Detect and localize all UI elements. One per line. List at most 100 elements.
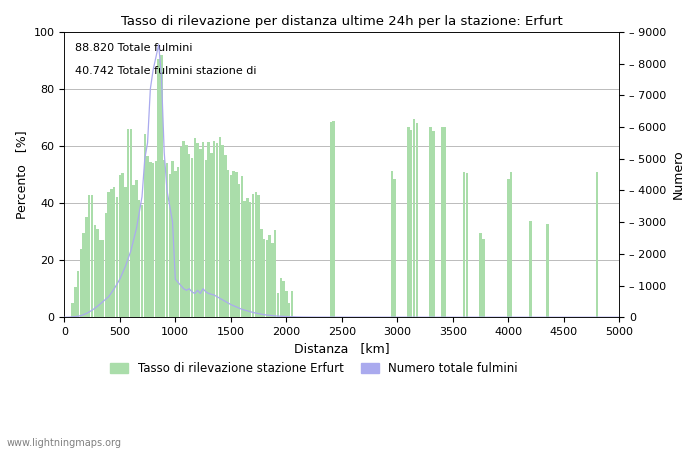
Bar [466, 173, 468, 317]
Bar [196, 143, 199, 317]
Bar [227, 170, 230, 317]
Bar [285, 291, 288, 317]
Bar [186, 145, 188, 317]
Bar [433, 131, 435, 317]
Bar [166, 163, 168, 317]
Bar [204, 160, 207, 317]
Bar [80, 249, 82, 317]
Bar [391, 171, 393, 317]
Bar [88, 194, 90, 317]
Bar [407, 127, 410, 317]
Bar [94, 225, 96, 317]
Bar [105, 213, 107, 317]
Bar [158, 59, 160, 317]
Bar [172, 161, 174, 317]
Bar [272, 243, 274, 317]
Bar [416, 123, 418, 317]
Bar [144, 134, 146, 317]
Bar [124, 187, 127, 317]
Bar [160, 55, 162, 317]
Bar [266, 240, 268, 317]
Bar [149, 162, 152, 317]
Bar [130, 129, 132, 317]
Bar [510, 172, 512, 317]
Bar [443, 127, 446, 317]
Bar [155, 161, 157, 317]
Bar [221, 145, 224, 317]
Bar [193, 138, 196, 317]
Bar [163, 160, 165, 317]
Bar [546, 224, 549, 317]
Bar [85, 217, 88, 317]
Bar [249, 202, 251, 317]
Bar [246, 198, 248, 317]
Bar [121, 173, 124, 317]
Bar [290, 291, 293, 317]
Bar [180, 147, 182, 317]
Bar [480, 233, 482, 317]
Bar [138, 200, 141, 317]
Bar [263, 239, 265, 317]
Bar [279, 278, 282, 317]
X-axis label: Distanza   [km]: Distanza [km] [294, 342, 390, 356]
Bar [393, 180, 395, 317]
Bar [152, 162, 154, 317]
Bar [102, 240, 104, 317]
Bar [274, 230, 276, 317]
Bar [97, 229, 99, 317]
Bar [332, 122, 335, 317]
Bar [241, 176, 243, 317]
Bar [235, 172, 237, 317]
Bar [116, 197, 118, 317]
Bar [269, 235, 271, 317]
Bar [110, 189, 113, 317]
Bar [77, 270, 79, 317]
Bar [188, 154, 190, 317]
Bar [83, 233, 85, 317]
Bar [183, 141, 185, 317]
Y-axis label: Numero: Numero [672, 150, 685, 199]
Bar [440, 127, 443, 317]
Text: 88.820 Totale fulmini: 88.820 Totale fulmini [76, 43, 193, 54]
Bar [191, 158, 193, 317]
Bar [330, 122, 332, 317]
Bar [213, 141, 216, 317]
Bar [410, 130, 412, 317]
Bar [132, 185, 135, 317]
Bar [118, 176, 121, 317]
Bar [230, 176, 232, 317]
Bar [252, 194, 254, 317]
Bar [244, 201, 246, 317]
Bar [282, 281, 285, 317]
Bar [71, 303, 74, 317]
Bar [232, 171, 234, 317]
Bar [288, 303, 290, 317]
Bar [463, 172, 466, 317]
Bar [199, 149, 202, 317]
Bar [127, 129, 130, 317]
Bar [258, 195, 260, 317]
Bar [177, 167, 179, 317]
Bar [146, 156, 149, 317]
Bar [529, 221, 532, 317]
Bar [596, 171, 598, 317]
Bar [276, 293, 279, 317]
Bar [413, 120, 415, 317]
Bar [141, 205, 144, 317]
Bar [135, 180, 138, 317]
Bar [482, 239, 484, 317]
Bar [202, 142, 204, 317]
Text: www.lightningmaps.org: www.lightningmaps.org [7, 438, 122, 448]
Bar [260, 230, 262, 317]
Bar [430, 127, 432, 317]
Legend: Tasso di rilevazione stazione Erfurt, Numero totale fulmini: Tasso di rilevazione stazione Erfurt, Nu… [106, 357, 523, 380]
Bar [91, 194, 93, 317]
Bar [216, 143, 218, 317]
Bar [113, 187, 116, 317]
Bar [218, 137, 221, 317]
Title: Tasso di rilevazione per distanza ultime 24h per la stazione: Erfurt: Tasso di rilevazione per distanza ultime… [121, 15, 563, 28]
Bar [74, 287, 76, 317]
Bar [99, 240, 102, 317]
Y-axis label: Percento   [%]: Percento [%] [15, 130, 28, 219]
Bar [169, 174, 171, 317]
